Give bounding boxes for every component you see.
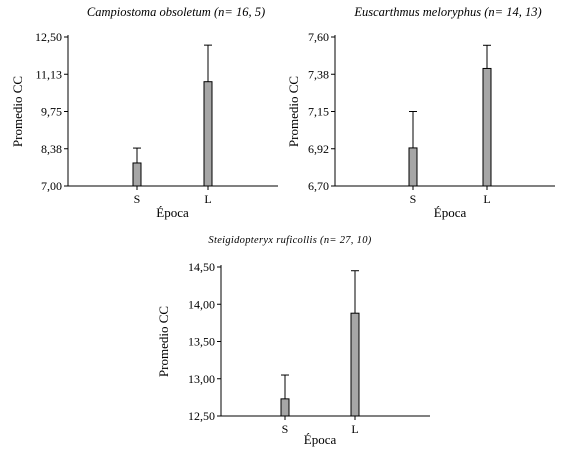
y-tick-label: 7,60 <box>308 30 329 44</box>
y-tick-label: 7,15 <box>308 105 329 119</box>
x-tick-label: L <box>204 192 211 206</box>
bar-L <box>482 67 492 187</box>
chart-title: Steigidopteryx ruficollis (n= 27, 10) <box>208 235 371 246</box>
title-species: Campiostoma obsoletum <box>87 5 214 19</box>
y-axis-label: Promedio CC <box>10 76 25 147</box>
y-tick-label: 13,00 <box>188 372 215 386</box>
y-tick-label: 11,13 <box>35 67 62 81</box>
title-sample-size: (n= 16, 5) <box>214 5 265 19</box>
x-tick-label: S <box>410 192 417 206</box>
y-tick-label: 6,92 <box>308 142 329 156</box>
y-tick-label: 14,50 <box>188 260 215 274</box>
chart-2: Euscarthmus meloryphus (n= 14, 13) 6,70 6,… <box>286 5 555 220</box>
y-tick-label: 14,00 <box>188 297 215 311</box>
chart-title: Euscarthmus meloryphus (n= 14, 13) <box>353 5 541 19</box>
chart-title: Campiostoma obsoletum (n= 16, 5) <box>87 5 265 19</box>
y-axis-label: Promedio CC <box>156 306 171 377</box>
x-tick-label: S <box>282 422 289 436</box>
y-tick-label: 9,75 <box>41 105 62 119</box>
bar-L <box>350 312 360 417</box>
x-axis-label: Época <box>434 205 467 220</box>
x-axis-label: Época <box>156 205 189 220</box>
chart-1: Campiostoma obsoletum (n= 16, 5) 7,00 8,38… <box>10 5 278 220</box>
y-tick-label: 7,00 <box>41 179 62 193</box>
y-tick-label: 12,50 <box>35 30 62 44</box>
title-species: Steigidopteryx ruficollis <box>208 235 320 246</box>
x-tick-label: S <box>134 192 141 206</box>
y-tick-label: 7,38 <box>308 67 329 81</box>
bar-S <box>280 398 290 417</box>
x-tick-label: L <box>483 192 490 206</box>
x-axis-label: Época <box>304 432 337 447</box>
bar-L <box>203 81 213 187</box>
y-tick-label: 6,70 <box>308 179 329 193</box>
title-sample-size: (n= 14, 13) <box>484 5 541 19</box>
bar-S <box>132 162 142 187</box>
y-tick-label: 8,38 <box>41 142 62 156</box>
y-axis-label: Promedio CC <box>286 76 301 147</box>
x-tick-label: L <box>351 422 358 436</box>
title-species: Euscarthmus meloryphus <box>353 5 484 19</box>
bar-S <box>408 147 418 187</box>
y-tick-label: 12,50 <box>188 409 215 423</box>
y-tick-label: 13,50 <box>188 335 215 349</box>
title-sample-size: (n= 27, 10) <box>320 235 372 246</box>
chart-3: Steigidopteryx ruficollis (n= 27, 10) 12,… <box>156 235 430 447</box>
